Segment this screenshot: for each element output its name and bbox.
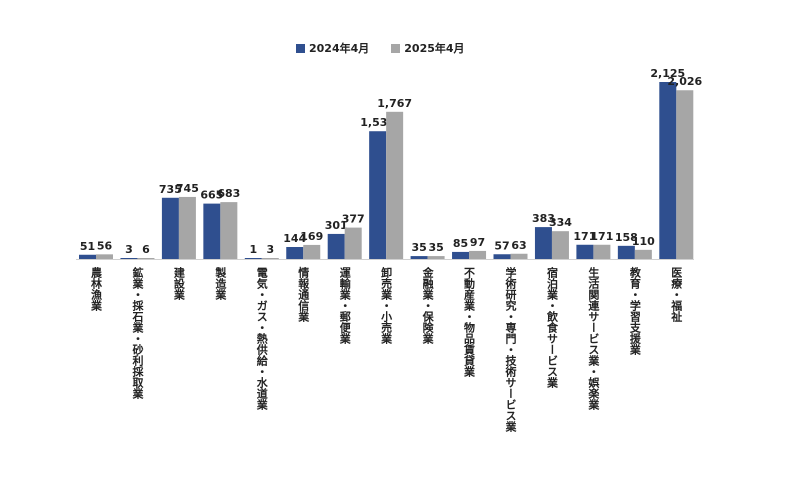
category-label-9: 不動産業・物品賃貸業 [463,267,477,378]
category-label-11: 宿泊業・飲食サービス業 [545,266,559,389]
bar-2025-3 [220,202,238,259]
category-label-13: 教育・学習支援業 [628,266,642,356]
data-label-2025-2: 745 [176,182,199,195]
bar-2025-0 [96,254,113,259]
data-label-2025-11: 334 [549,216,572,229]
bar-2025-1 [137,258,155,259]
category-label-4: 電気・ガス・熱供給・水道業 [255,267,269,411]
bar-2025-10 [510,253,528,259]
legend-label-2025: 2025年4月 [404,42,465,55]
bar-2025-4 [261,258,279,259]
data-label-2025-6: 377 [342,213,365,226]
bar-2024-9 [452,251,470,259]
bar-2024-14 [659,82,677,259]
bar-2025-13 [634,249,652,259]
bar-2025-5 [303,244,321,259]
data-label-2025-7: 1,767 [377,97,412,110]
category-label-0: 農林漁業 [90,266,104,312]
data-label-2025-10: 63 [511,239,526,252]
bar-2025-8 [427,256,445,259]
category-label-7: 卸売業・小売業 [380,266,394,345]
bar-2025-6 [344,227,362,259]
bar-2024-6 [327,233,345,259]
bar-2024-13 [617,245,635,259]
bar-2024-5 [286,247,304,259]
bar-2025-9 [469,250,487,259]
data-label-2025-12: 171 [590,230,613,243]
data-label-2024-12: 171 [573,230,596,243]
data-label-2024-2: 735 [159,183,182,196]
category-label-5: 情報通信業 [297,266,311,323]
data-label-2025-14: 2,026 [667,75,702,88]
data-label-2024-10: 57 [494,239,509,252]
data-label-2025-8: 35 [428,241,443,254]
bar-2024-0 [79,254,96,259]
bar-2024-7 [369,131,387,259]
category-label-10: 学術研究・専門・技術サービス業 [504,266,518,433]
legend: 2024年4月 2025年4月 [296,40,465,56]
category-label-8: 金融業・保険業 [421,266,435,345]
bar-2024-4 [244,258,262,259]
bar-2025-11 [551,231,569,259]
bar-2025-2 [178,196,196,259]
category-label-12: 生活関連サービス業・娯楽業 [587,266,601,411]
bar-2024-12 [576,244,594,259]
data-label-2024-3: 665 [200,189,223,202]
category-label-6: 運輸業・郵便業 [338,267,352,345]
data-label-2024-8: 35 [411,241,426,254]
bar-2024-3 [203,203,221,259]
data-label-2024-14: 2,125 [650,67,685,80]
bar-2025-12 [593,244,611,259]
bar-2025-14 [676,90,694,259]
category-label-14: 医療・福祉 [670,267,684,323]
data-label-2025-9: 97 [470,236,485,249]
data-label-2024-13: 158 [615,231,638,244]
bar-2024-8 [410,256,428,259]
data-label-2025-0: 56 [97,239,113,252]
data-label-2024-4: 1 [249,243,257,256]
data-label-2025-1: 6 [142,243,150,256]
bar-2024-11 [534,227,552,259]
data-label-2024-1: 3 [125,243,133,256]
data-label-2024-9: 85 [453,237,468,250]
legend-label-2024: 2024年4月 [309,42,370,55]
legend-item-2025: 2025年4月 [391,40,465,56]
category-label-2: 建設業 [172,266,186,301]
bar-2024-2 [161,197,179,259]
data-label-2024-11: 383 [532,212,555,225]
legend-swatch-2024 [296,43,305,53]
category-label-1: 鉱業・採石業・砂利採取業 [131,266,145,400]
bar-2024-1 [120,258,138,259]
data-label-2024-0: 51 [80,240,95,253]
data-label-2025-4: 3 [266,243,274,256]
data-label-2025-13: 110 [632,235,655,248]
legend-swatch-2025 [391,43,401,53]
data-label-2024-6: 301 [325,219,348,232]
category-label-3: 製造業 [214,266,228,301]
bar-2025-7 [386,111,404,259]
data-label-2024-5: 144 [283,232,306,245]
data-label-2025-5: 169 [300,230,323,243]
bar-2024-10 [493,254,511,259]
legend-item-2024: 2024年4月 [296,40,369,56]
data-label-2025-3: 683 [217,187,240,200]
